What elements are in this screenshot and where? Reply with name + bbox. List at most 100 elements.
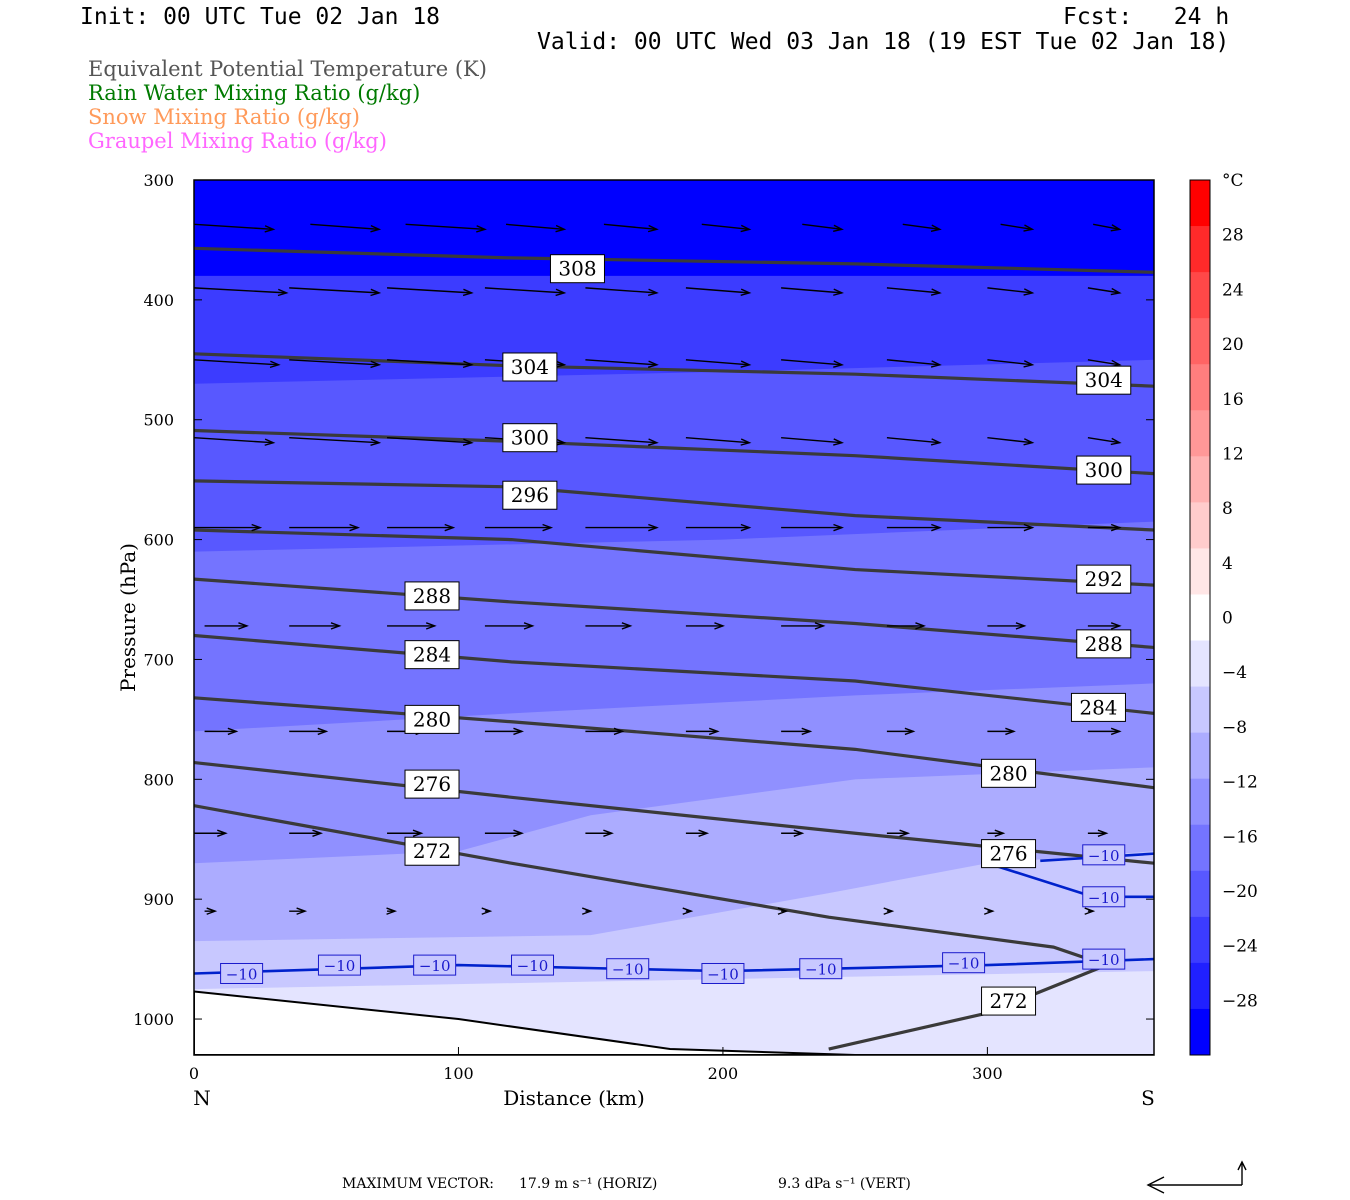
y-tick-label: 400	[143, 291, 174, 310]
wind-vector-shaft	[289, 437, 380, 444]
wind-vector-head	[1110, 287, 1122, 296]
wind-vector-head	[930, 288, 942, 296]
wind-vector-head	[1097, 829, 1109, 837]
colorbar-swatch	[1190, 640, 1210, 688]
wind-vector-head	[1110, 727, 1122, 736]
wind-vector-head	[513, 727, 524, 736]
y-tick-label: 900	[143, 890, 174, 909]
theta-e-label: 280	[989, 761, 1027, 785]
colorbar-tick-label: 16	[1222, 390, 1244, 410]
theta-e-label: 272	[989, 989, 1027, 1013]
theta-e-contour-304	[194, 352, 1154, 388]
wind-vector-head	[833, 523, 844, 532]
wind-vector-head	[330, 622, 342, 630]
colorbar-swatch	[1190, 732, 1210, 780]
wind-vector-head	[1023, 360, 1035, 368]
wind-vector-head	[1023, 523, 1035, 532]
wind-vector-head	[833, 438, 844, 446]
wind-vector-head	[1110, 523, 1122, 532]
wind-vector-shaft	[289, 359, 380, 366]
wind-vector-head	[603, 829, 614, 837]
wind-vector-head	[994, 829, 1006, 837]
init-time: Init: 00 UTC Tue 02 Jan 18	[80, 4, 441, 30]
colorbar-swatch	[1190, 1008, 1210, 1056]
wind-vector-head	[370, 225, 382, 233]
wind-vector-head	[647, 288, 659, 297]
wind-vector-shaft	[194, 223, 274, 231]
wind-vector-shaft	[987, 437, 1033, 444]
wind-vector-head	[1015, 622, 1027, 630]
wind-vector-head	[621, 622, 633, 630]
wind-vector-head	[370, 360, 382, 369]
colorbar-frame	[1189, 179, 1211, 1056]
wind-vector-head	[206, 907, 218, 915]
wind-vector-head	[412, 829, 424, 837]
colorbar-swatch	[1190, 364, 1210, 411]
ref-vector-horiz-head	[1146, 1176, 1165, 1194]
theta-e-label-box	[981, 839, 1037, 869]
theta-e-label: 304	[1085, 368, 1123, 392]
wind-vector-head	[476, 225, 487, 233]
wind-vector-head	[317, 727, 329, 736]
wind-vector-head	[370, 438, 382, 446]
wind-vector-head	[930, 438, 942, 446]
wind-vector-head	[1023, 288, 1035, 296]
legend-theta-e: Equivalent Potential Temperature (K)	[88, 57, 487, 81]
wind-vector-head	[740, 224, 752, 233]
isotherm-label: −10	[1088, 847, 1120, 865]
isotherm-label-box	[1082, 948, 1126, 970]
colorbar-swatch	[1190, 916, 1210, 964]
wind-vector-head	[349, 523, 361, 532]
wind-vector-head	[613, 727, 625, 736]
theta-e-label-box	[1076, 365, 1132, 395]
wind-vector-shaft	[194, 287, 287, 294]
wind-vector-shaft	[484, 287, 565, 294]
wind-vector-shaft	[902, 223, 940, 231]
theta-e-label-box	[1076, 455, 1132, 485]
theta-e-label: 304	[511, 355, 549, 379]
theta-e-contour-308	[194, 246, 1154, 274]
wind-vector-shaft	[405, 223, 485, 231]
wind-vector-shaft	[886, 437, 940, 444]
x-axis-label: Distance (km)	[503, 1086, 645, 1110]
wind-vector-head	[581, 907, 593, 915]
plot-layer	[194, 180, 1154, 1055]
colorbar-unit: °C	[1222, 171, 1244, 191]
wind-vector-head	[1110, 437, 1122, 446]
theta-e-label-box	[1070, 692, 1126, 722]
wind-vector-head	[1023, 224, 1035, 232]
theta-e-label-box	[981, 758, 1037, 788]
colorbar-swatch	[1190, 318, 1210, 365]
isotherm-label-box	[413, 954, 457, 976]
colorbar-tick-label: −8	[1222, 718, 1247, 738]
wind-vector-shaft	[506, 223, 565, 231]
valid-time: Valid: 00 UTC Wed 03 Jan 18 (19 EST Tue …	[537, 29, 1230, 55]
max-vector-horiz: 17.9 m s⁻¹ (HORIZ)	[519, 1176, 658, 1192]
colorbar-swatch	[1190, 502, 1210, 549]
wind-vector-head	[883, 907, 895, 915]
wind-vector-head	[277, 288, 289, 297]
isotherm-label: −10	[1088, 889, 1120, 907]
x-tick-label: 0	[189, 1064, 199, 1083]
isotherm-label-box	[511, 954, 555, 976]
wind-vector-shaft	[1093, 223, 1120, 231]
wind-vector-head	[462, 360, 474, 369]
x-tick-label: 300	[972, 1064, 1003, 1083]
y-tick-label: 700	[143, 650, 174, 669]
plot-frame	[193, 179, 1155, 1056]
colorbar-tick-label: 20	[1222, 335, 1244, 355]
y-tick-label: 600	[143, 531, 174, 550]
wind-vector-head	[542, 523, 554, 532]
wind-vector-head	[238, 622, 249, 630]
isotherm-label-box	[606, 958, 650, 980]
wind-vector-head	[647, 360, 659, 368]
wind-vector-head	[833, 360, 844, 368]
theta-e-label: 284	[1079, 695, 1117, 719]
wind-vector-shaft	[1087, 287, 1120, 294]
y-tick-label: 300	[143, 171, 174, 190]
wind-vector-head	[930, 224, 942, 232]
wind-vector-head	[1110, 224, 1122, 232]
isotherm-label-box	[701, 962, 745, 984]
colorbar-swatch	[1190, 824, 1210, 872]
theta-e-contour-300	[194, 428, 1154, 476]
